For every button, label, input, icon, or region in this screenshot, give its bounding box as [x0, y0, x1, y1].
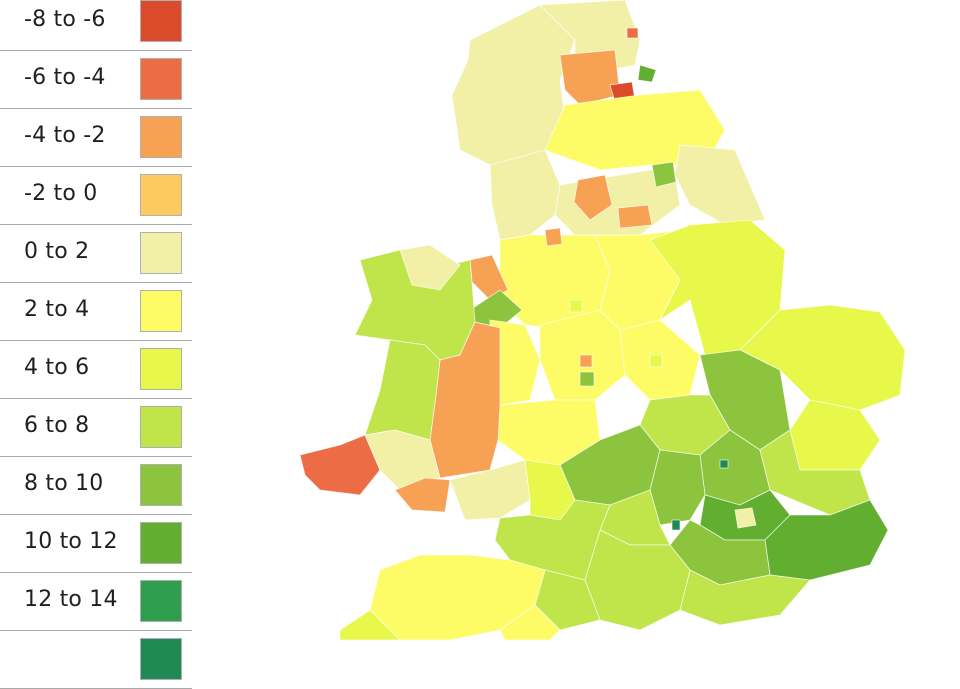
region-south-yorkshire: [617, 204, 653, 229]
region-pembrokeshire: [299, 434, 381, 496]
legend-swatch: [140, 464, 182, 506]
legend-swatch: [140, 348, 182, 390]
legend-row: -6 to -4: [0, 51, 192, 109]
choropleth-map: [299, 0, 906, 640]
region-york: [651, 161, 677, 188]
region-durham: [559, 49, 621, 106]
region-reading-dot: [719, 459, 729, 469]
legend-label: -6 to -4: [24, 65, 106, 90]
region-sussex: [679, 569, 811, 626]
legend-row: 4 to 6: [0, 341, 192, 399]
region-urban-patch-4: [579, 354, 593, 368]
region-leeds-bradford: [573, 174, 613, 221]
region-tyneside: [637, 64, 657, 83]
legend-swatch: [140, 0, 182, 42]
legend-label: 2 to 4: [24, 297, 90, 322]
legend-label: -4 to -2: [24, 123, 106, 148]
region-cornwall: [339, 609, 401, 640]
legend-row: 0 to 2: [0, 225, 192, 283]
legend-row: 8 to 10: [0, 457, 192, 515]
region-conwy-denbigh: [399, 244, 461, 291]
legend-label: 10 to 12: [24, 529, 118, 554]
region-suffolk: [789, 399, 881, 471]
legend-label: 0 to 2: [24, 239, 90, 264]
legend-swatch: [140, 580, 182, 622]
region-swansea: [394, 477, 451, 513]
legend-swatch: [140, 116, 182, 158]
region-sunderland: [626, 27, 639, 39]
legend-row: 12 to 14: [0, 573, 192, 631]
region-essex: [759, 429, 871, 516]
region-urban-patch-1: [544, 227, 563, 247]
region-bristol-somerset: [494, 499, 611, 581]
legend-label: -2 to 0: [24, 181, 98, 206]
map-legend: -8 to -6 -6 to -4 -4 to -2 -2 to 0 0 to 2 2 t…: [0, 0, 192, 689]
legend-swatch: [140, 58, 182, 100]
region-buckinghamshire: [649, 449, 706, 526]
legend-label: 8 to 10: [24, 471, 104, 496]
legend-label: -8 to -6: [24, 7, 106, 32]
region-urban-patch-2: [569, 299, 583, 313]
legend-label: 6 to 8: [24, 413, 90, 438]
region-lancashire: [489, 149, 561, 241]
region-east-riding: [674, 144, 766, 226]
legend-swatch: [140, 406, 182, 448]
region-carmarthenshire: [364, 429, 441, 491]
legend-row: 10 to 12: [0, 515, 192, 573]
legend-swatch: [140, 638, 182, 680]
legend-row: -4 to -2: [0, 109, 192, 167]
region-central-london: [734, 507, 757, 529]
legend-row: -2 to 0: [0, 167, 192, 225]
region-birmingham: [579, 371, 595, 387]
legend-swatch: [140, 522, 182, 564]
legend-swatch: [140, 174, 182, 216]
region-ceredigion: [364, 339, 441, 441]
legend-row: 6 to 8: [0, 399, 192, 457]
legend-label: 4 to 6: [24, 355, 90, 380]
region-dorset: [499, 604, 561, 640]
legend-swatch: [140, 232, 182, 274]
legend-swatch: [140, 290, 182, 332]
region-urban-patch-3: [649, 354, 663, 368]
legend-row: 2 to 4: [0, 283, 192, 341]
legend-label: 12 to 14: [24, 587, 118, 612]
legend-row: -8 to -6: [0, 0, 192, 51]
region-slough-dot: [671, 519, 681, 531]
